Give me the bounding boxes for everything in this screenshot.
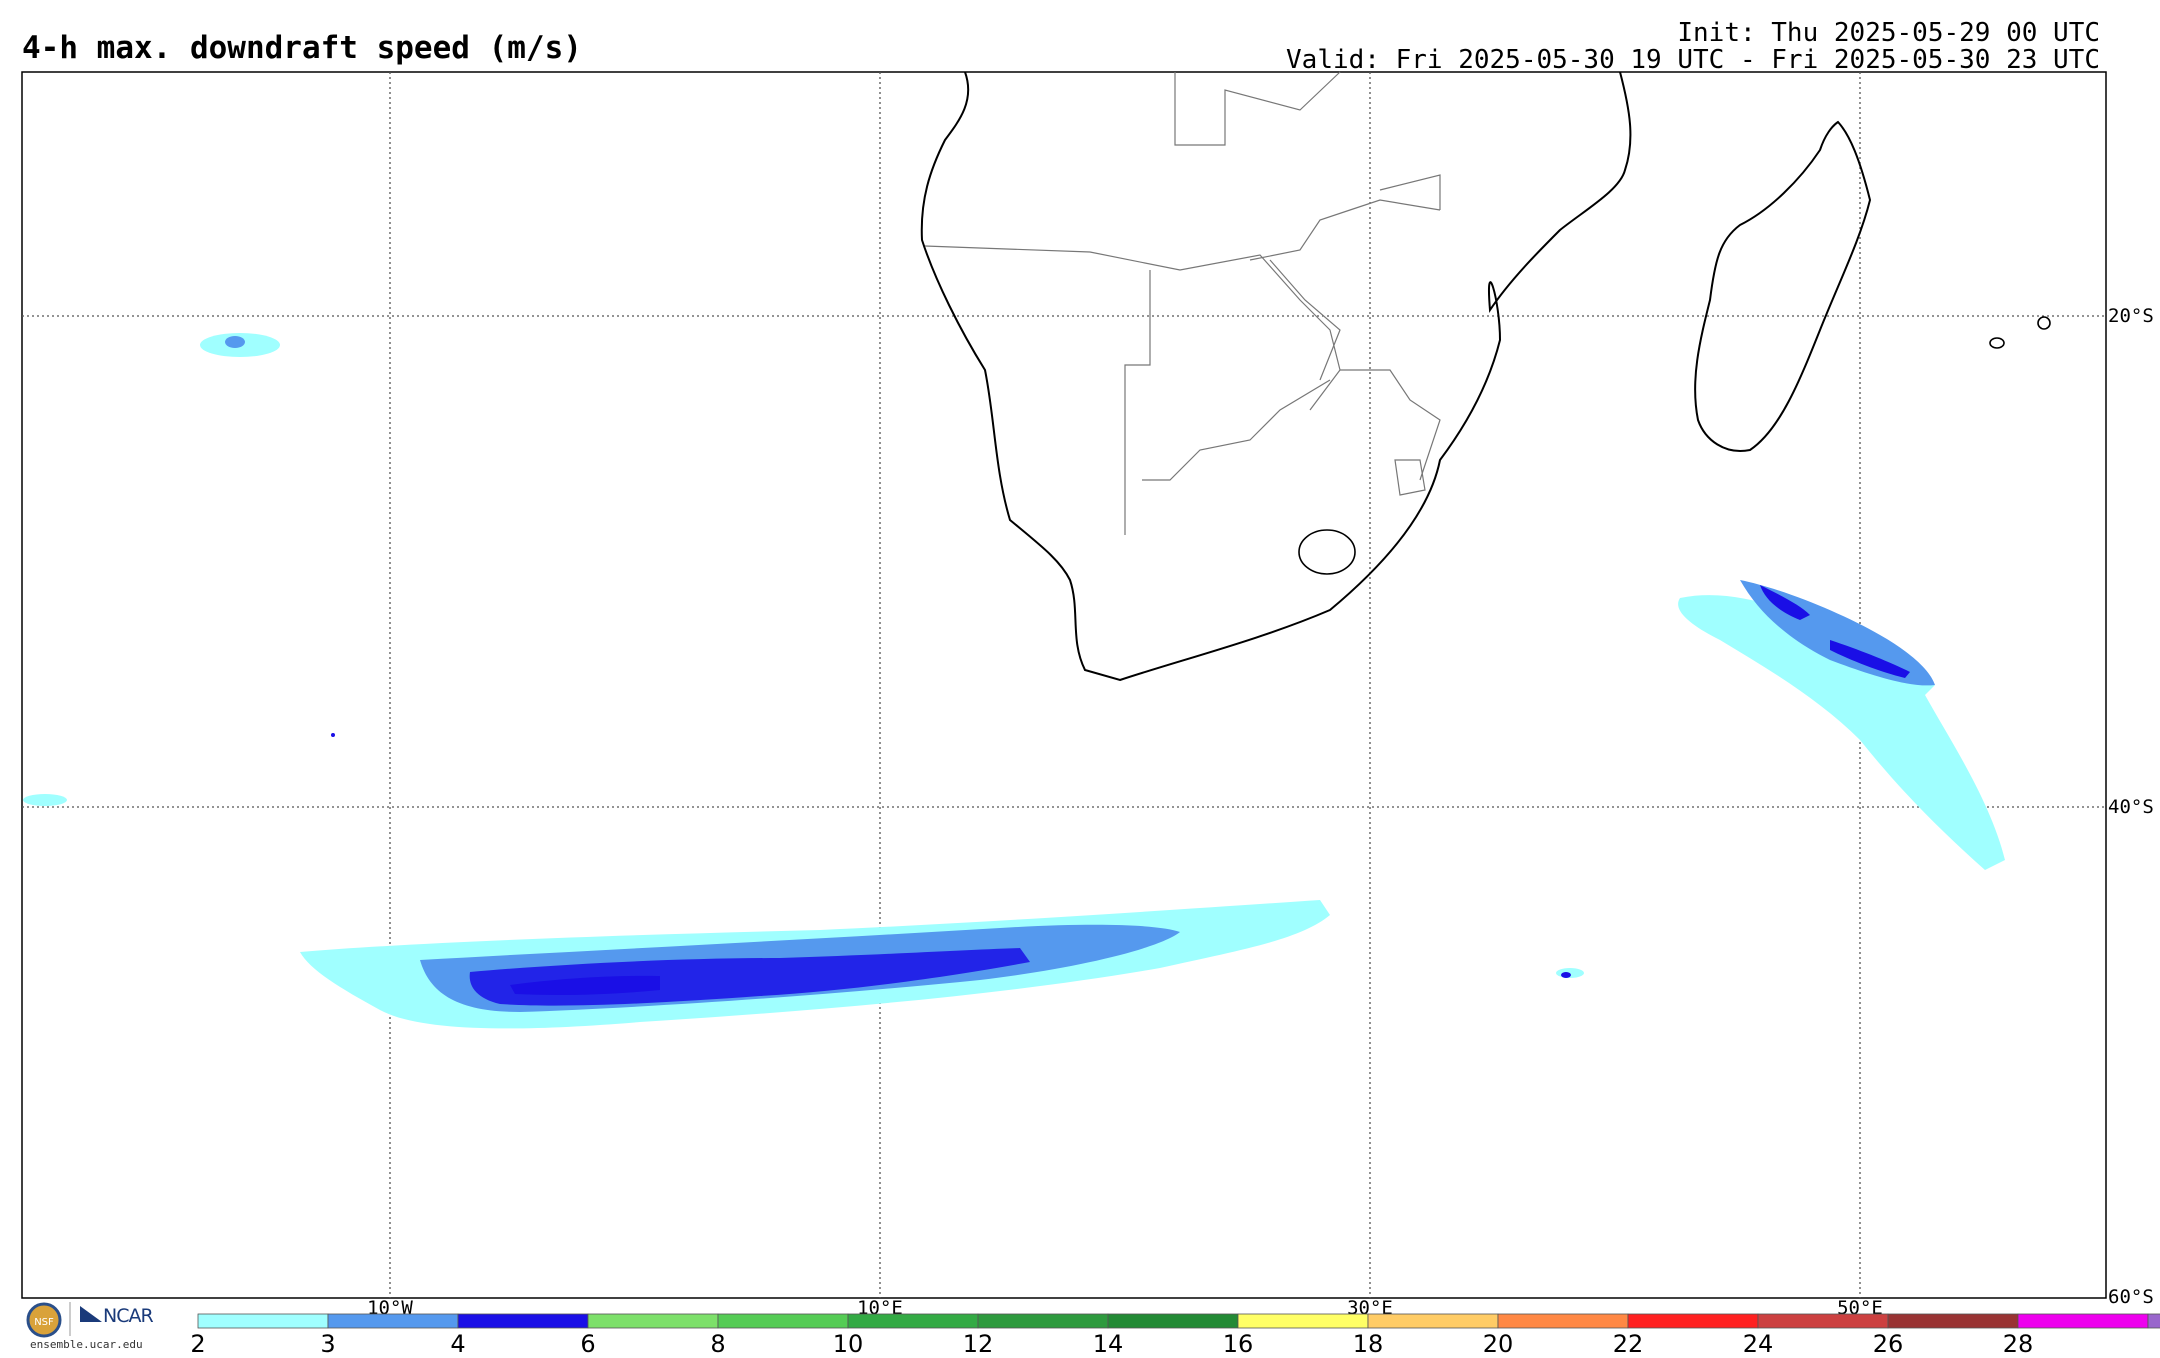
colorbar [197,1313,2160,1329]
colorbar-tick-label: 26 [1872,1330,1904,1358]
madagascar-coastline [1694,120,1872,452]
colorbar-tick-label: 6 [580,1330,596,1358]
colorbar-tick-label: 20 [1482,1330,1514,1358]
colorbar-tick-label: 22 [1612,1330,1644,1358]
indian-ocean-downdraft-band [1678,580,2005,870]
colorbar-tick-label: 4 [450,1330,466,1358]
map-title: 4-h max. downdraft speed (m/s) [22,30,582,66]
colorbar-swatch [1367,1313,1499,1329]
colorbar-tick-label: 14 [1092,1330,1124,1358]
lon-label-50e: 50°E [1837,1297,1883,1319]
colorbar-tick-label: 2 [190,1330,206,1358]
nsf-seal-text: NSF [34,1317,54,1328]
map-frame [21,71,2107,1299]
colorbar-swatch [717,1313,849,1329]
colorbar-swatch [2147,1313,2160,1329]
lon-label-10e: 10°E [857,1297,903,1319]
colorbar-swatch [1497,1313,1629,1329]
ncar-logo-icon [80,1306,102,1322]
lat-label-20s: 20°S [2108,305,2154,327]
init-time: Init: Thu 2025-05-29 00 UTC [1677,18,2100,48]
lat-label-40s: 40°S [2108,796,2154,818]
scattered-downdraft-cells [23,333,1584,978]
colorbar-swatch [587,1313,719,1329]
mauritius-coastline [1989,337,2005,349]
colorbar-swatch [977,1313,1109,1329]
colorbar-swatch [2017,1313,2149,1329]
colorbar-swatch [1887,1313,2019,1329]
colorbar-tick-label: 18 [1352,1330,1384,1358]
logo-url: ensemble.ucar.edu [30,1338,143,1351]
graticule [22,72,2106,1298]
colorbar-swatch [1757,1313,1889,1329]
lon-label-30e: 30°E [1347,1297,1393,1319]
colorbar-tick-label: 28 [2002,1330,2034,1358]
atlantic-downdraft-band [300,900,1330,1029]
country-borders [924,71,1441,575]
colorbar-tick-label: 24 [1742,1330,1774,1358]
colorbar-swatch [1237,1313,1369,1329]
colorbar-swatch [327,1313,459,1329]
colorbar-tick-label: 3 [320,1330,336,1358]
lat-label-60s: 60°S [2108,1286,2154,1308]
nsf-seal-icon [26,1302,62,1338]
colorbar-tick-label: 12 [962,1330,994,1358]
colorbar-tick-label: 8 [710,1330,726,1358]
longitude-labels: 10°W 10°E 30°E 50°E [367,1297,1883,1319]
colorbar-swatch [1627,1313,1759,1329]
valid-time: Valid: Fri 2025-05-30 19 UTC - Fri 2025-… [1286,45,2100,75]
colorbar-swatch [1107,1313,1239,1329]
reunion-coastline [2037,316,2051,330]
colorbar-tick-label: 10 [832,1330,864,1358]
time-info: Init: Thu 2025-05-29 00 UTC Valid: Fri 2… [1286,20,2100,74]
africa-coastline [920,71,1632,682]
colorbar-tick-label: 16 [1222,1330,1254,1358]
lon-label-10w: 10°W [367,1297,413,1319]
colorbar-swatch [197,1313,329,1329]
colorbar-swatch [847,1313,979,1329]
latitude-labels: 20°S 40°S 60°S [2108,305,2154,1308]
colorbar-swatch [457,1313,589,1329]
ncar-logo-text: NCAR [103,1305,154,1327]
